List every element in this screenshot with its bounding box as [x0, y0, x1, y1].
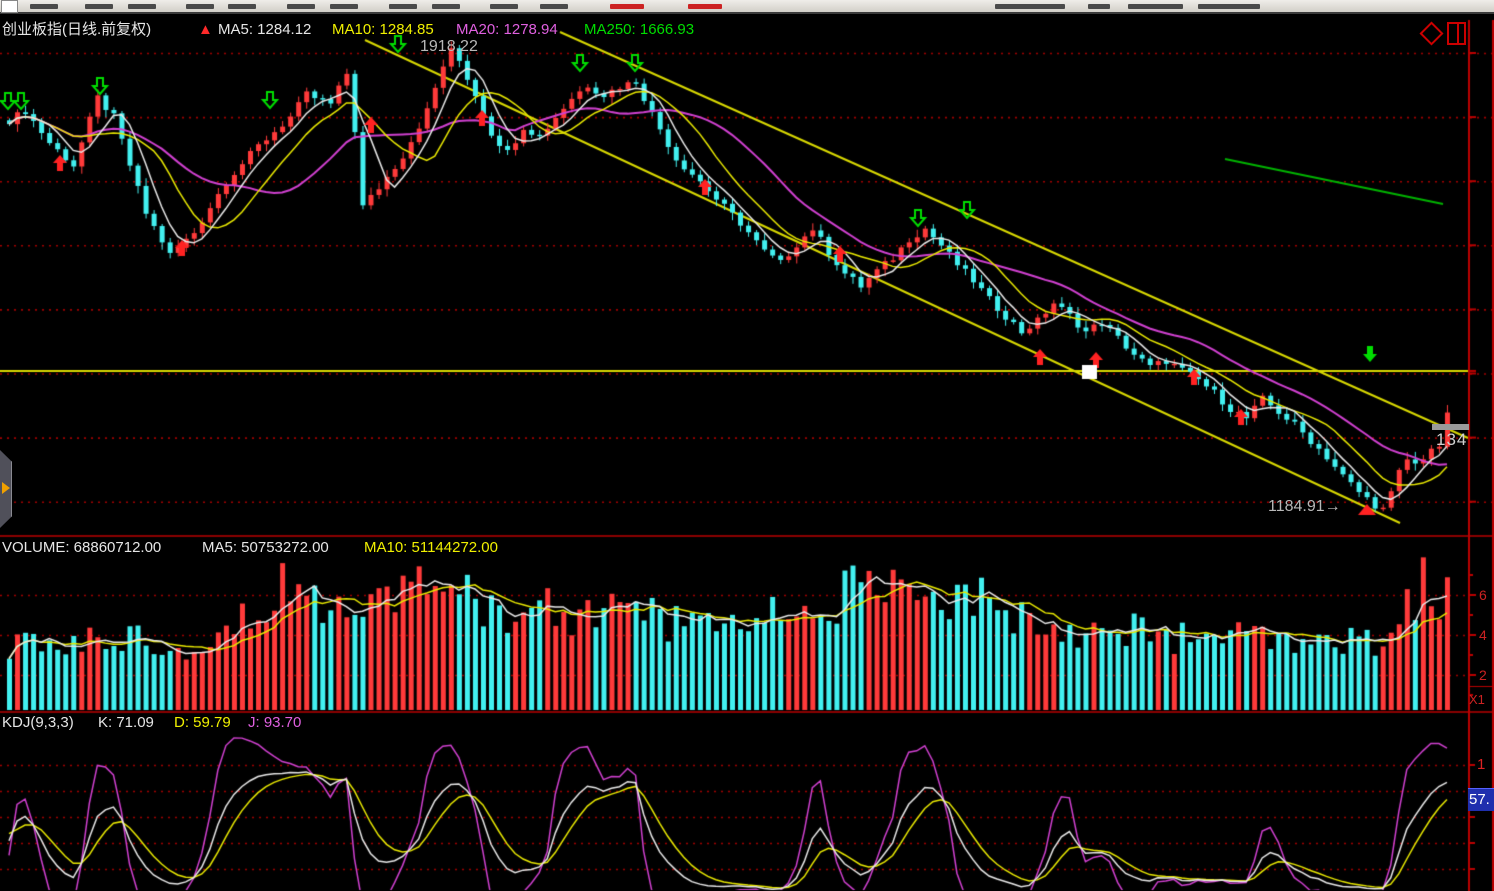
- ma250-legend: MA250: 1666.93: [584, 21, 695, 38]
- split-window-icon[interactable]: [1447, 22, 1466, 45]
- menu-item-stub[interactable]: [30, 4, 58, 9]
- volume-legend: VOLUME: 68860712.00: [2, 539, 162, 556]
- menu-item-stub[interactable]: [85, 4, 113, 9]
- expand-arrow-icon: [2, 482, 10, 494]
- menu-item-stub[interactable]: [389, 4, 417, 9]
- menu-item-stub[interactable]: [1198, 4, 1260, 9]
- kdj-current-value-box: 57.: [1468, 788, 1494, 811]
- kdj-d-legend: D: 59.79: [174, 714, 231, 731]
- ma20-legend: MA20: 1278.94: [456, 21, 558, 38]
- menu-item-stub[interactable]: [287, 4, 315, 9]
- menu-item-stub[interactable]: [1128, 4, 1183, 9]
- kdj-params-label: KDJ(9,3,3): [2, 714, 74, 731]
- vol-axis-label-4: 4: [1479, 627, 1487, 643]
- volume-multiplier-label: X1: [1469, 692, 1485, 707]
- menu-item-stub-red[interactable]: [688, 4, 722, 9]
- trend-up-icon: ▲: [198, 21, 213, 38]
- volume-ma5-legend: MA5: 50753272.00: [202, 539, 329, 556]
- menu-item-stub[interactable]: [1088, 4, 1110, 9]
- menu-item-stub[interactable]: [128, 4, 156, 9]
- menu-item-stub[interactable]: [540, 4, 568, 9]
- app-icon: [1, 0, 18, 13]
- kdj-axis-label: 1: [1477, 756, 1486, 773]
- trough-price-label: 1184.91→: [1268, 498, 1341, 515]
- menu-item-stub[interactable]: [490, 4, 518, 9]
- kdj-j-legend: J: 93.70: [248, 714, 302, 731]
- chart-canvas[interactable]: [0, 14, 1494, 891]
- menu-item-stub[interactable]: [432, 4, 460, 9]
- sidebar-expand-handle[interactable]: [0, 450, 12, 528]
- menu-item-stub-red[interactable]: [610, 4, 644, 9]
- menu-item-stub[interactable]: [186, 4, 214, 9]
- kdj-k-legend: K: 71.09: [98, 714, 154, 731]
- last-price-partial-label: 134: [1436, 430, 1468, 449]
- peak-price-label: 1918.22: [420, 38, 478, 55]
- last-price-marker: [1432, 424, 1469, 430]
- volume-ma10-legend: MA10: 51144272.00: [364, 539, 498, 556]
- menu-item-stub[interactable]: [995, 4, 1065, 9]
- ma5-legend: MA5: 1284.12: [218, 21, 312, 38]
- vol-axis-label-6: 6: [1479, 587, 1487, 603]
- menu-bar[interactable]: [0, 0, 1494, 14]
- vol-axis-label-2: 2: [1479, 667, 1487, 683]
- symbol-title: 创业板指(日线.前复权): [2, 21, 152, 38]
- ma10-legend: MA10: 1284.85: [332, 21, 434, 38]
- menu-item-stub[interactable]: [228, 4, 256, 9]
- menu-item-stub[interactable]: [330, 4, 358, 9]
